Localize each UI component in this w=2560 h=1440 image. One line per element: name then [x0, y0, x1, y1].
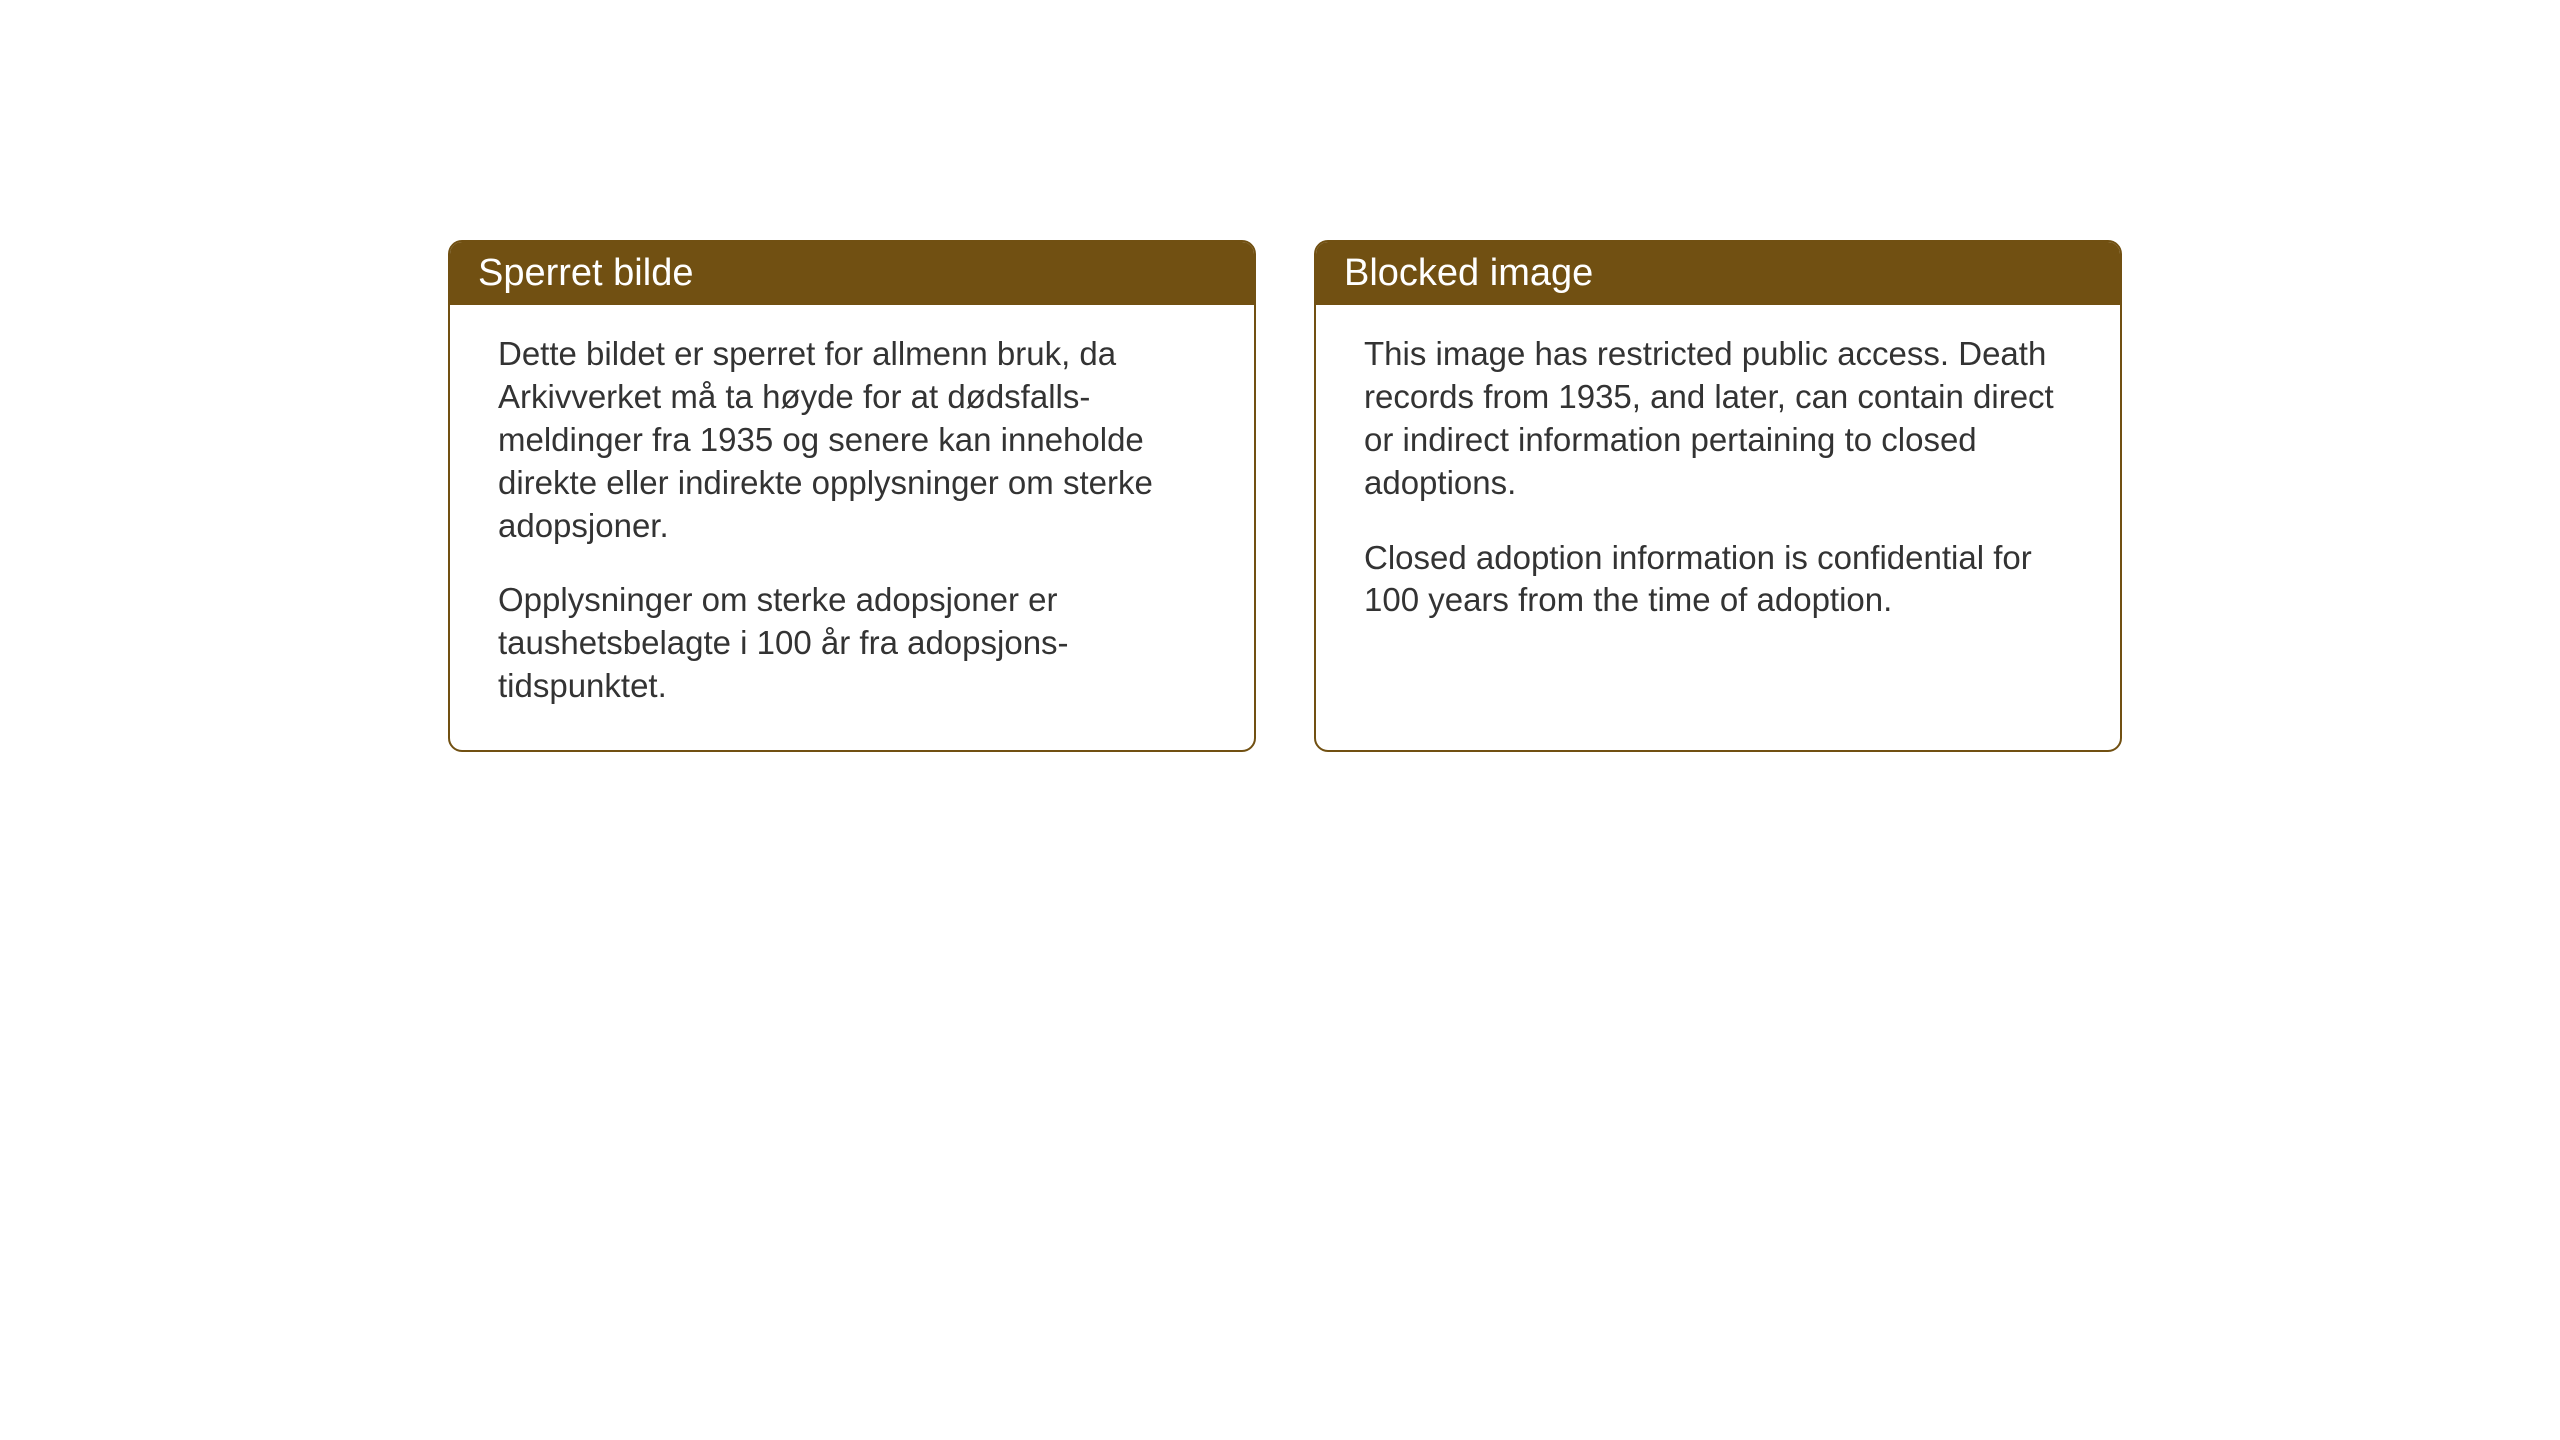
notice-card-english: Blocked image This image has restricted …	[1314, 240, 2122, 752]
card-header-norwegian: Sperret bilde	[450, 242, 1254, 305]
card-header-english: Blocked image	[1316, 242, 2120, 305]
card-title-norwegian: Sperret bilde	[478, 252, 693, 294]
notice-card-norwegian: Sperret bilde Dette bildet er sperret fo…	[448, 240, 1256, 752]
card-body-norwegian: Dette bildet er sperret for allmenn bruk…	[450, 305, 1254, 750]
card-paragraph-1-norwegian: Dette bildet er sperret for allmenn bruk…	[498, 333, 1206, 547]
notice-container: Sperret bilde Dette bildet er sperret fo…	[448, 240, 2122, 752]
card-title-english: Blocked image	[1344, 252, 1593, 294]
card-body-english: This image has restricted public access.…	[1316, 305, 2120, 664]
card-paragraph-1-english: This image has restricted public access.…	[1364, 333, 2072, 505]
card-paragraph-2-english: Closed adoption information is confident…	[1364, 537, 2072, 623]
card-paragraph-2-norwegian: Opplysninger om sterke adopsjoner er tau…	[498, 579, 1206, 708]
